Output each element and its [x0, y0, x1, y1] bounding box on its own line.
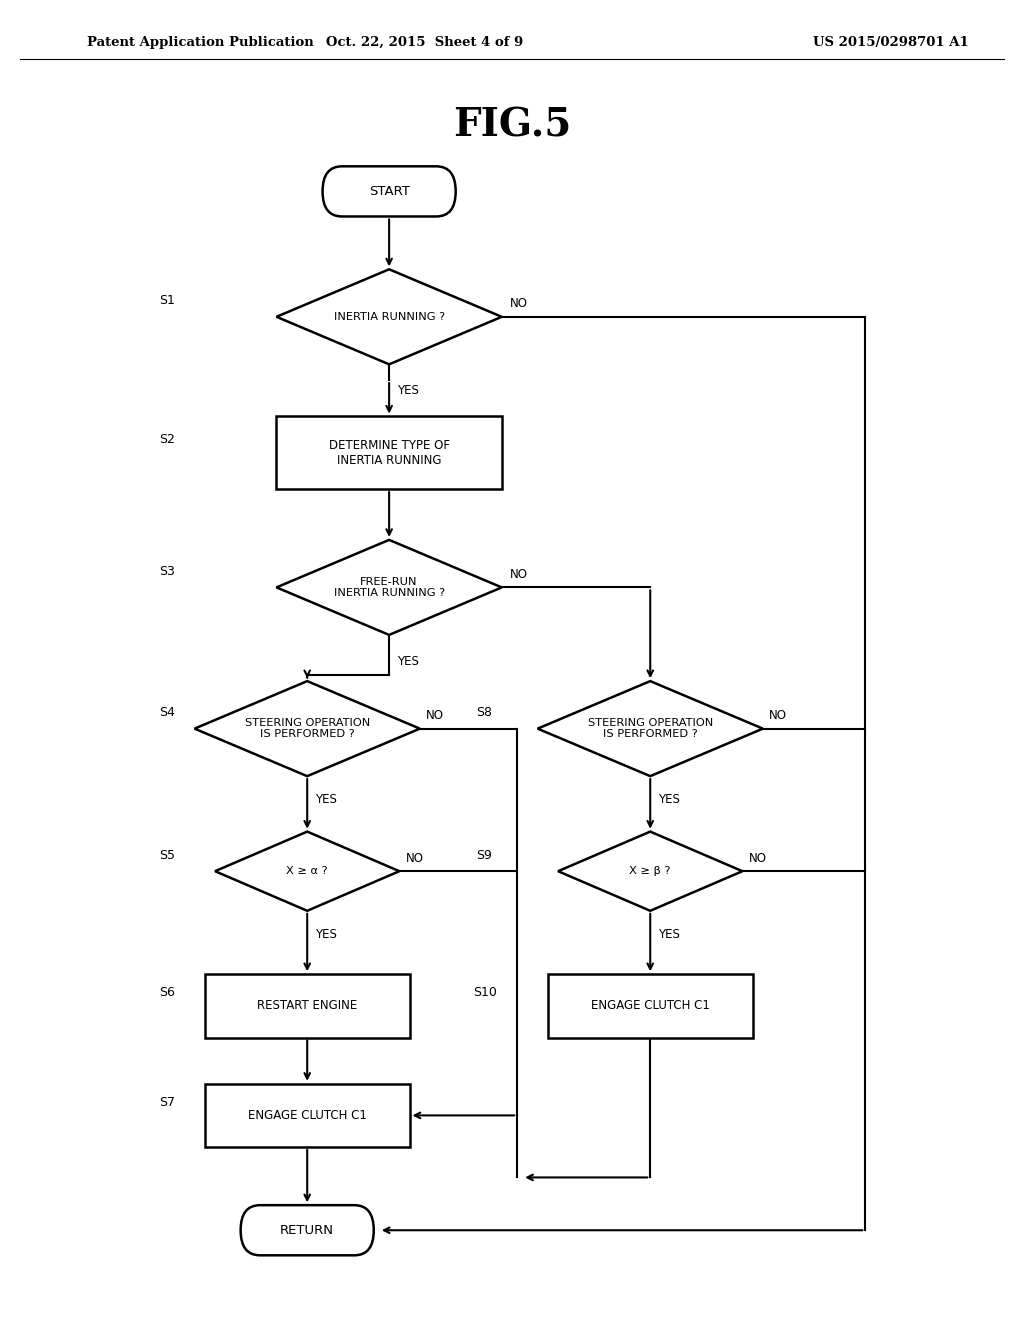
Text: S6: S6 — [159, 986, 175, 999]
Text: FREE-RUN
INERTIA RUNNING ?: FREE-RUN INERTIA RUNNING ? — [334, 577, 444, 598]
Bar — [205, 1084, 410, 1147]
Bar — [276, 416, 502, 488]
Text: ENGAGE CLUTCH C1: ENGAGE CLUTCH C1 — [591, 999, 710, 1012]
Text: DETERMINE TYPE OF
INERTIA RUNNING: DETERMINE TYPE OF INERTIA RUNNING — [329, 438, 450, 467]
Text: X ≥ α ?: X ≥ α ? — [287, 866, 328, 876]
Text: YES: YES — [658, 793, 680, 807]
FancyBboxPatch shape — [241, 1205, 374, 1255]
Text: STEERING OPERATION
IS PERFORMED ?: STEERING OPERATION IS PERFORMED ? — [245, 718, 370, 739]
Text: YES: YES — [315, 793, 337, 807]
Text: S8: S8 — [476, 706, 493, 719]
Text: Patent Application Publication: Patent Application Publication — [87, 36, 313, 49]
Text: S3: S3 — [159, 565, 175, 578]
Text: S5: S5 — [159, 849, 175, 862]
Text: S2: S2 — [159, 433, 175, 446]
Text: YES: YES — [397, 384, 419, 397]
Text: NO: NO — [749, 851, 767, 865]
Text: FIG.5: FIG.5 — [453, 107, 571, 144]
Text: NO: NO — [426, 709, 444, 722]
Text: S9: S9 — [476, 849, 493, 862]
Text: ENGAGE CLUTCH C1: ENGAGE CLUTCH C1 — [248, 1109, 367, 1122]
Text: RESTART ENGINE: RESTART ENGINE — [257, 999, 357, 1012]
Text: X ≥ β ?: X ≥ β ? — [630, 866, 671, 876]
Text: YES: YES — [397, 655, 419, 668]
Polygon shape — [538, 681, 763, 776]
Text: RETURN: RETURN — [281, 1224, 334, 1237]
FancyBboxPatch shape — [323, 166, 456, 216]
Text: YES: YES — [315, 928, 337, 941]
Polygon shape — [276, 269, 502, 364]
Bar — [548, 974, 753, 1038]
Text: S4: S4 — [159, 706, 175, 719]
Text: START: START — [369, 185, 410, 198]
Text: Oct. 22, 2015  Sheet 4 of 9: Oct. 22, 2015 Sheet 4 of 9 — [327, 36, 523, 49]
Polygon shape — [558, 832, 742, 911]
Text: US 2015/0298701 A1: US 2015/0298701 A1 — [813, 36, 969, 49]
Polygon shape — [276, 540, 502, 635]
Bar — [205, 974, 410, 1038]
Text: NO: NO — [510, 568, 528, 581]
Text: S7: S7 — [159, 1096, 175, 1109]
Text: S10: S10 — [473, 986, 497, 999]
Polygon shape — [215, 832, 399, 911]
Text: NO: NO — [510, 297, 528, 310]
Text: NO: NO — [769, 709, 787, 722]
Text: S1: S1 — [159, 294, 175, 308]
Text: INERTIA RUNNING ?: INERTIA RUNNING ? — [334, 312, 444, 322]
Text: STEERING OPERATION
IS PERFORMED ?: STEERING OPERATION IS PERFORMED ? — [588, 718, 713, 739]
Text: YES: YES — [658, 928, 680, 941]
Text: NO: NO — [406, 851, 424, 865]
Polygon shape — [195, 681, 420, 776]
